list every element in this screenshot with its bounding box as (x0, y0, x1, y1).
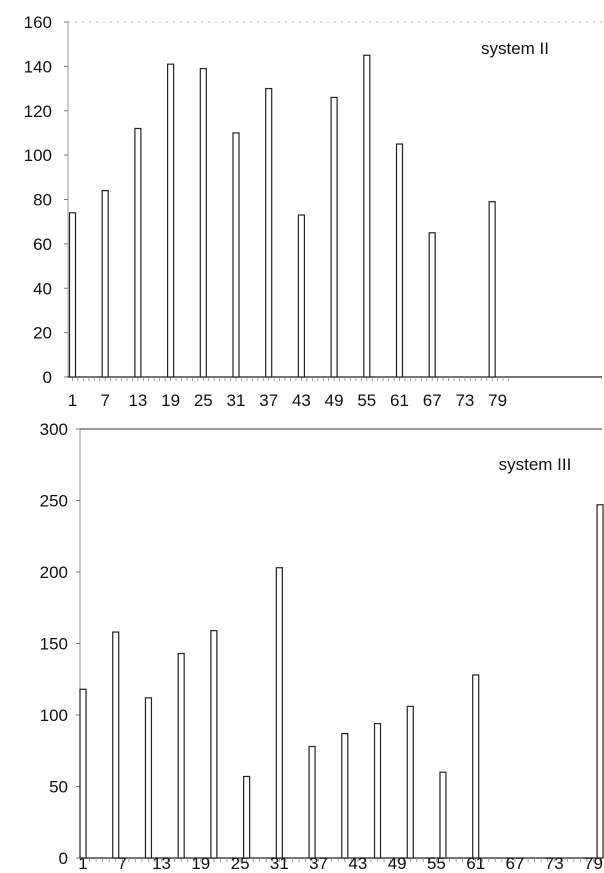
x-tick-label: 43 (292, 391, 311, 410)
x-tick-label: 61 (390, 391, 409, 410)
x-tick-label: 49 (325, 391, 344, 410)
y-tick-label: 0 (43, 368, 52, 387)
y-tick-label: 160 (24, 13, 52, 32)
x-tick-label: 25 (231, 854, 250, 873)
bar (395, 143, 404, 378)
x-tick-label: 19 (191, 854, 210, 873)
x-tick-label: 55 (357, 391, 376, 410)
x-tick-label: 73 (455, 391, 474, 410)
bar (210, 630, 218, 859)
y-tick-label: 150 (40, 635, 68, 654)
chart-system-ii: 0 20 40 60 80 100 120 140 160 1 7 13 19 25 31 37 43 49 55 6… (24, 13, 602, 410)
x-tick-label: 79 (488, 391, 507, 410)
bar (406, 705, 414, 859)
x-tick-label: 49 (388, 854, 407, 873)
x-tick-label: 31 (227, 391, 246, 410)
y-tick-label: 0 (59, 849, 68, 868)
x-tick-label: 55 (427, 854, 446, 873)
bar (488, 201, 496, 378)
y-tick-label: 250 (40, 492, 68, 511)
y-tick-label: 200 (40, 563, 68, 582)
x-tick-label: 1 (78, 854, 87, 873)
bar (112, 631, 120, 859)
x-tick-label: 61 (466, 854, 485, 873)
bar (330, 96, 338, 378)
bar (297, 214, 305, 378)
chart-system-iii: 0 50 100 150 200 250 300 1 7 13 19 25 31 37 43 49 55 61 67… (40, 420, 604, 873)
x-tick-label: 7 (100, 391, 109, 410)
y-tick-label: 100 (24, 146, 52, 165)
y-tick-label: 80 (33, 191, 52, 210)
bar (232, 132, 240, 378)
x-tick-label: 19 (161, 391, 180, 410)
y-tick-label: 140 (24, 57, 52, 76)
x-tick-label: 7 (118, 854, 127, 873)
bar (439, 771, 447, 859)
bar (265, 87, 273, 378)
series-annotation: system III (499, 455, 572, 474)
x-tick-label: 13 (128, 391, 147, 410)
bar (101, 190, 109, 378)
bar (144, 697, 153, 859)
bar (167, 63, 175, 378)
bar (428, 232, 436, 378)
y-tick-label: 120 (24, 102, 52, 121)
bar (596, 504, 604, 859)
bar (243, 775, 251, 859)
x-tick-label: 43 (348, 854, 367, 873)
series-annotation: system II (481, 39, 549, 58)
bar (308, 745, 316, 859)
bar (68, 212, 77, 378)
bar (472, 674, 480, 859)
y-tick-label: 300 (40, 420, 68, 439)
y-tick-label: 50 (49, 778, 68, 797)
x-tick-label: 79 (584, 854, 603, 873)
x-tick-label: 37 (309, 854, 328, 873)
bar (177, 652, 185, 859)
x-tick-label: 1 (68, 391, 77, 410)
x-tick-label: 13 (152, 854, 171, 873)
x-tick-label: 67 (423, 391, 442, 410)
bar (373, 722, 382, 859)
x-tick-label: 73 (545, 854, 564, 873)
y-tick-label: 60 (33, 235, 52, 254)
bar (134, 127, 142, 378)
y-tick-label: 40 (33, 279, 52, 298)
y-tick-label: 20 (33, 324, 52, 343)
bar (199, 67, 207, 378)
bar (363, 54, 371, 378)
y-tick-label: 100 (40, 706, 68, 725)
x-tick-label: 25 (194, 391, 213, 410)
bar (79, 688, 87, 859)
x-tick-label: 67 (506, 854, 525, 873)
bar (341, 732, 349, 859)
x-tick-label: 37 (259, 391, 278, 410)
bar (275, 567, 283, 859)
x-tick-label: 31 (270, 854, 289, 873)
